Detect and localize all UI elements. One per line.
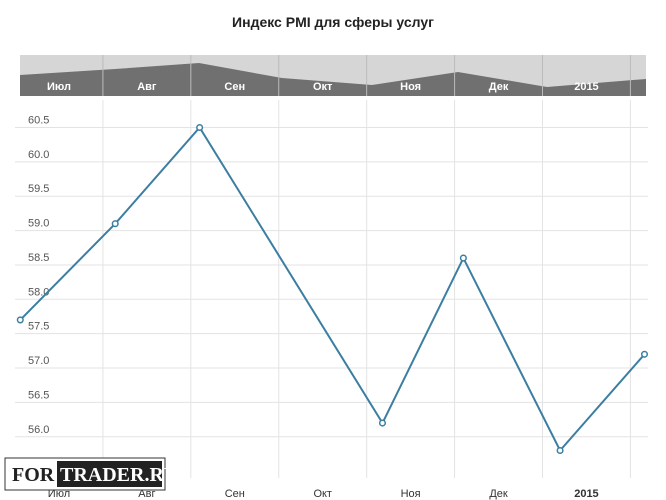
y-tick-label: 57.5 — [28, 321, 49, 333]
navigator-label: Июл — [47, 81, 71, 93]
navigator-label: Авг — [137, 81, 157, 93]
navigator-label: Сен — [224, 81, 245, 93]
watermark-dark — [57, 461, 162, 487]
x-tick-label: Окт — [313, 488, 332, 500]
x-tick-label: 2015 — [574, 488, 598, 500]
x-tick-label: Авг — [138, 488, 155, 500]
point — [640, 350, 649, 358]
y-tick-label: 56.5 — [28, 389, 49, 401]
navigator-label: Ноя — [400, 81, 421, 93]
point — [378, 419, 387, 427]
y-tick-label: 59.5 — [28, 183, 49, 195]
x-tick-label: Дек — [489, 488, 508, 500]
watermark-left: FOR — [12, 464, 55, 486]
y-tick-label: 58.5 — [28, 252, 49, 264]
watermark: FOR TRADER.RU — [4, 457, 178, 491]
navigator-label: 2015 — [574, 81, 598, 93]
point — [556, 446, 564, 455]
point — [16, 316, 24, 324]
x-tick-label: Сен — [225, 488, 245, 500]
point — [196, 123, 204, 132]
x-tick-label: Июл — [48, 488, 70, 500]
x-tick-label: Ноя — [401, 488, 421, 500]
chart-title: Индекс PMI для сферы услуг — [232, 14, 434, 30]
point — [459, 254, 467, 262]
y-tick-label: 56.0 — [28, 424, 49, 436]
y-tick-label: 60.5 — [28, 114, 49, 126]
y-tick-label: 59.0 — [28, 218, 49, 230]
y-tick-label: 57.0 — [28, 355, 49, 367]
navigator — [20, 55, 646, 96]
navigator-label: Окт — [313, 81, 333, 93]
point — [111, 220, 119, 228]
watermark-right: TRADER.RU — [60, 464, 178, 486]
navigator-area — [20, 63, 646, 96]
navigator-label: Дек — [489, 81, 509, 93]
y-tick-label: 60.0 — [28, 149, 49, 161]
